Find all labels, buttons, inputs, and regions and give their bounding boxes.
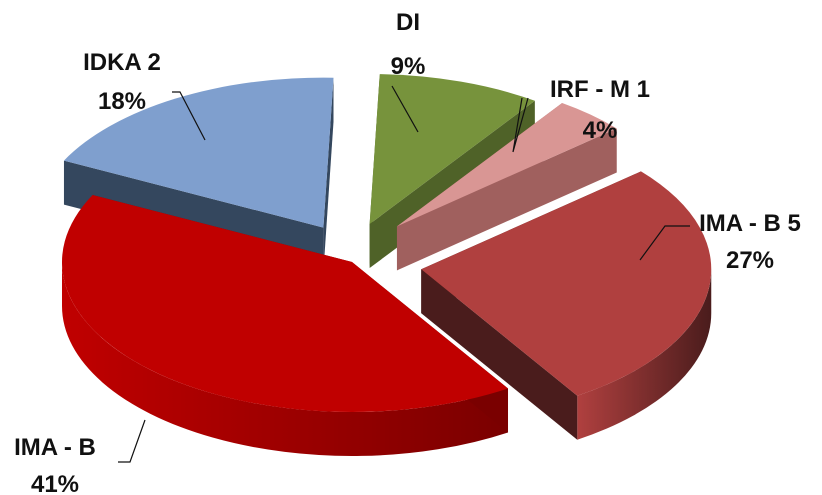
leader-line-ima-b — [118, 419, 146, 463]
slice-percent-irf-m-1: 4% — [583, 117, 618, 144]
pie-slice-ima-b — [62, 194, 509, 457]
pie-slice-ima-b-5 — [421, 171, 712, 440]
slice-percent-di: 9% — [391, 53, 426, 80]
slice-label-di: DI — [396, 9, 420, 36]
pie-slice-side — [62, 262, 509, 457]
pie-slice-side — [577, 269, 712, 440]
leader-line-idka-2 — [172, 91, 206, 141]
pie-slice-top — [421, 171, 712, 396]
leader-line-ima-b-5 — [639, 225, 690, 261]
slice-label-ima-b: IMA - B — [14, 434, 96, 461]
slice-label-idka-2: IDKA 2 — [83, 49, 161, 76]
pie-slice-wall — [421, 269, 578, 440]
pie-slice-top — [396, 103, 617, 227]
pie-slice-top — [62, 194, 509, 412]
pie-slice-top — [63, 77, 334, 228]
leader-line-di — [391, 85, 419, 133]
slice-percent-ima-b: 41% — [31, 471, 79, 495]
pie-slice-irf-m-1 — [396, 103, 617, 271]
pie-slice-top — [369, 74, 535, 225]
leader-line-irf-m-1 — [512, 97, 529, 153]
slice-percent-idka-2: 18% — [98, 88, 146, 115]
pie-slice-wall — [323, 77, 334, 272]
slice-percent-ima-b-5: 27% — [726, 247, 774, 274]
pie-slice-wall — [396, 128, 617, 271]
slice-label-ima-b-5: IMA - B 5 — [699, 210, 801, 237]
slice-label-irf-m-1: IRF - M 1 — [550, 76, 650, 103]
